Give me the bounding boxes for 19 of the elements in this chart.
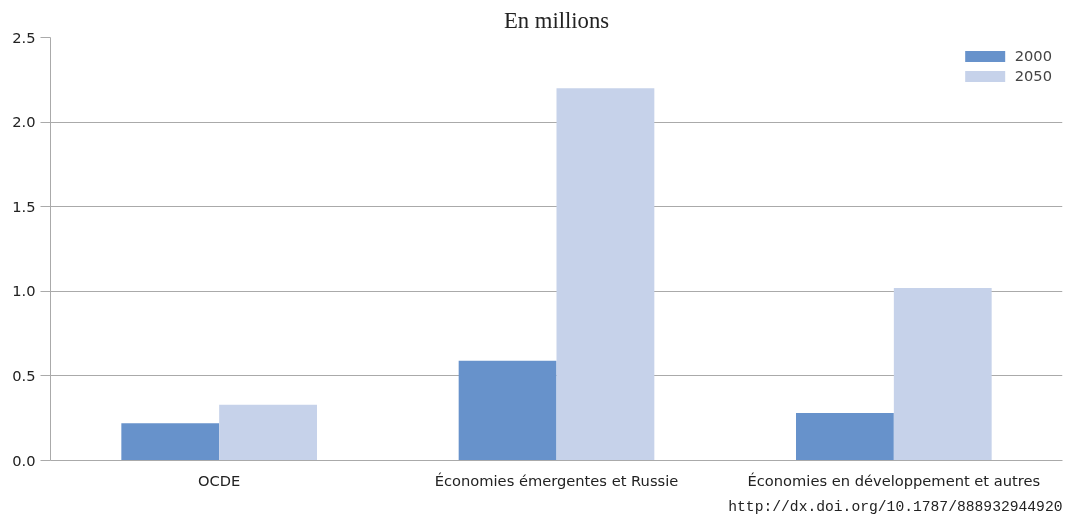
y-tick-label: 0.0 [12,451,36,469]
bar [556,88,655,461]
bar [893,287,992,461]
legend-label: 2050 [1014,67,1052,84]
bar [121,423,220,461]
bar [796,413,894,461]
y-tick-label: 1.5 [12,197,36,215]
y-tick-label: 0.5 [12,366,36,384]
x-tick-label: Économies émergentes et Russie [434,471,679,489]
x-tick-label: Économies en développement et autres [747,471,1041,489]
chart-title: En millions [503,7,610,33]
y-tick-label: 2.5 [12,28,36,46]
x-tick-label: OCDE [198,471,241,489]
y-tick-label: 1.0 [12,282,36,300]
bar [219,404,317,461]
legend-label: 2000 [1014,47,1052,64]
text: http://dx.doi.org/10.1787/888932944920 [728,498,1063,515]
bar [458,360,557,461]
y-tick-label: 2.0 [12,113,36,131]
